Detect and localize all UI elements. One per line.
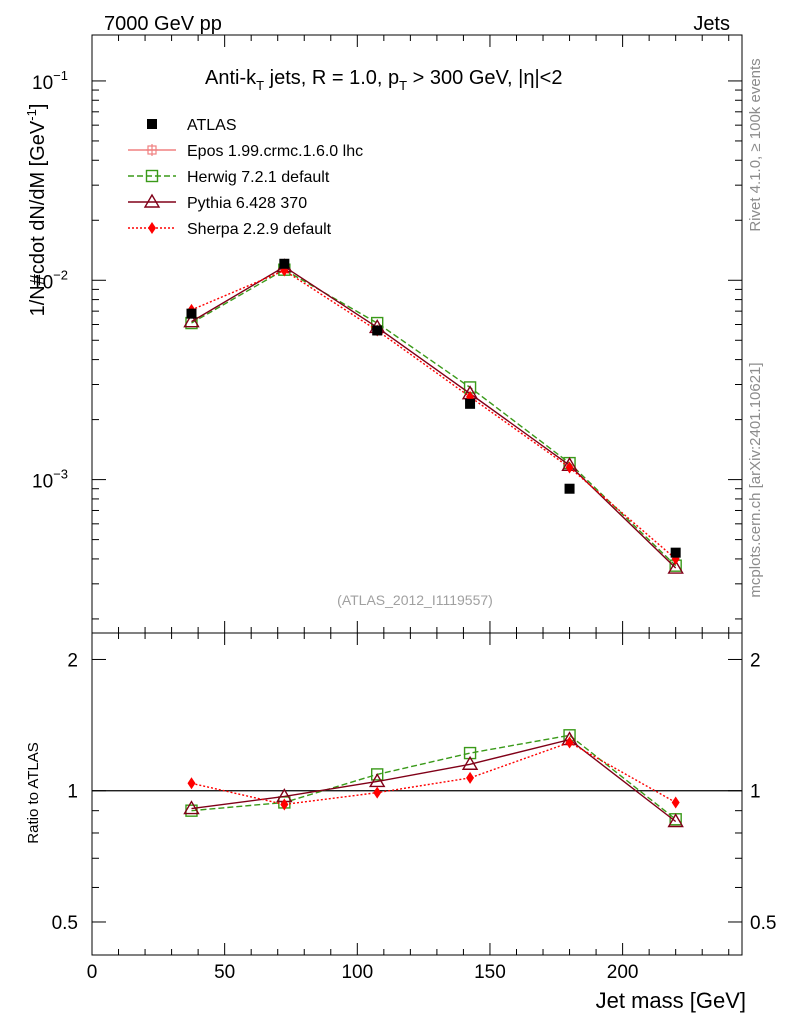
- point-atlas: [186, 308, 197, 319]
- y-axis-label-main: 1/N#cdot dN/dM [GeV-1]: [24, 104, 49, 317]
- ratio-series: [183, 729, 684, 828]
- y-tick-label-ratio-right: 1: [750, 782, 761, 803]
- point-atlas: [564, 483, 575, 494]
- point-atlas: [279, 258, 290, 269]
- ratio-point-sherpa: [565, 736, 574, 749]
- legend-marker-herwig: [145, 169, 159, 183]
- legend-marker-sherpa: [148, 222, 156, 234]
- y-tick-label-ratio: 0.5: [52, 913, 78, 934]
- main-series: [183, 258, 684, 574]
- analysis-watermark: (ATLAS_2012_I1119557): [337, 592, 493, 608]
- ratio-axis-ticks: 0 50 100 150 200 0.5 0.5 1 1 2 2: [52, 633, 776, 983]
- point-pythia: [183, 313, 200, 328]
- ratio-line-pythia: [191, 738, 677, 823]
- legend-label-atlas: ATLAS: [187, 117, 237, 134]
- legend-label-epos: Epos 1.99.crmc.1.6.0 lhc: [187, 143, 363, 160]
- header-left: 7000 GeV pp: [104, 13, 222, 35]
- ratio-line-herwig: [191, 734, 677, 820]
- y-tick-label-main: 10−3: [32, 467, 68, 493]
- ratio-plot-frame: [91, 632, 743, 956]
- ratio-point-sherpa: [187, 777, 196, 790]
- main-axis-ticks: 10−3 10−2 10−1: [32, 35, 742, 633]
- y-tick-label-ratio: 1: [67, 782, 78, 803]
- y-tick-label-main: 10−2: [32, 267, 68, 293]
- ratio-point-sherpa: [466, 771, 475, 784]
- legend-marker-atlas: [147, 119, 157, 129]
- ratio-point-sherpa: [280, 798, 289, 811]
- x-tick-label: 100: [341, 962, 373, 983]
- x-axis-label: Jet mass [GeV]: [596, 988, 746, 1013]
- point-atlas: [670, 547, 681, 558]
- legend-label-sherpa: Sherpa 2.2.9 default: [187, 221, 332, 238]
- ratio-point-sherpa: [671, 796, 680, 809]
- y-tick-label-ratio: 2: [67, 650, 78, 671]
- series-line-sherpa: [191, 269, 677, 560]
- legend-label-pythia: Pythia 6.428 370: [187, 195, 307, 212]
- x-tick-label: 200: [607, 962, 639, 983]
- legend-marker-epos: [146, 144, 158, 156]
- ratio-point-pythia: [461, 755, 479, 770]
- series-line-pythia: [191, 265, 677, 569]
- ratio-line-sherpa: [191, 741, 677, 806]
- side-label-rivet: Rivet 4.1.0, ≥ 100k events: [747, 58, 764, 231]
- side-label-mcplots: mcplots.cern.ch [arXiv:2401.10621]: [747, 362, 764, 597]
- ratio-point-pythia: [183, 800, 200, 815]
- header-right: Jets: [693, 13, 730, 35]
- ratio-point-sherpa: [373, 786, 382, 799]
- legend: ATLAS Epos 1.99.crmc.1.6.0 lhc Herwig 7.2.…: [128, 117, 363, 238]
- y-tick-label-main: 10−1: [32, 68, 68, 94]
- series-line-herwig: [191, 268, 677, 567]
- point-atlas: [465, 398, 476, 409]
- point-sherpa: [565, 461, 574, 474]
- point-pythia: [667, 559, 684, 574]
- y-tick-label-ratio-right: 0.5: [750, 913, 776, 934]
- point-atlas: [372, 325, 383, 336]
- ratio-point-pythia: [667, 813, 684, 828]
- legend-marker-pythia: [143, 193, 161, 208]
- y-tick-label-ratio-right: 2: [750, 650, 761, 671]
- legend-label-herwig: Herwig 7.2.1 default: [187, 169, 330, 186]
- x-tick-label: 150: [474, 962, 506, 983]
- y-axis-label-ratio: Ratio to ATLAS: [25, 742, 42, 843]
- x-tick-label: 0: [87, 962, 98, 983]
- x-tick-label: 50: [214, 962, 235, 983]
- ratio-point-pythia: [368, 773, 386, 788]
- plot-title: Anti-kT jets, R = 1.0, pT > 300 GeV, |η|…: [205, 67, 562, 93]
- ratio-point-herwig: [371, 768, 384, 781]
